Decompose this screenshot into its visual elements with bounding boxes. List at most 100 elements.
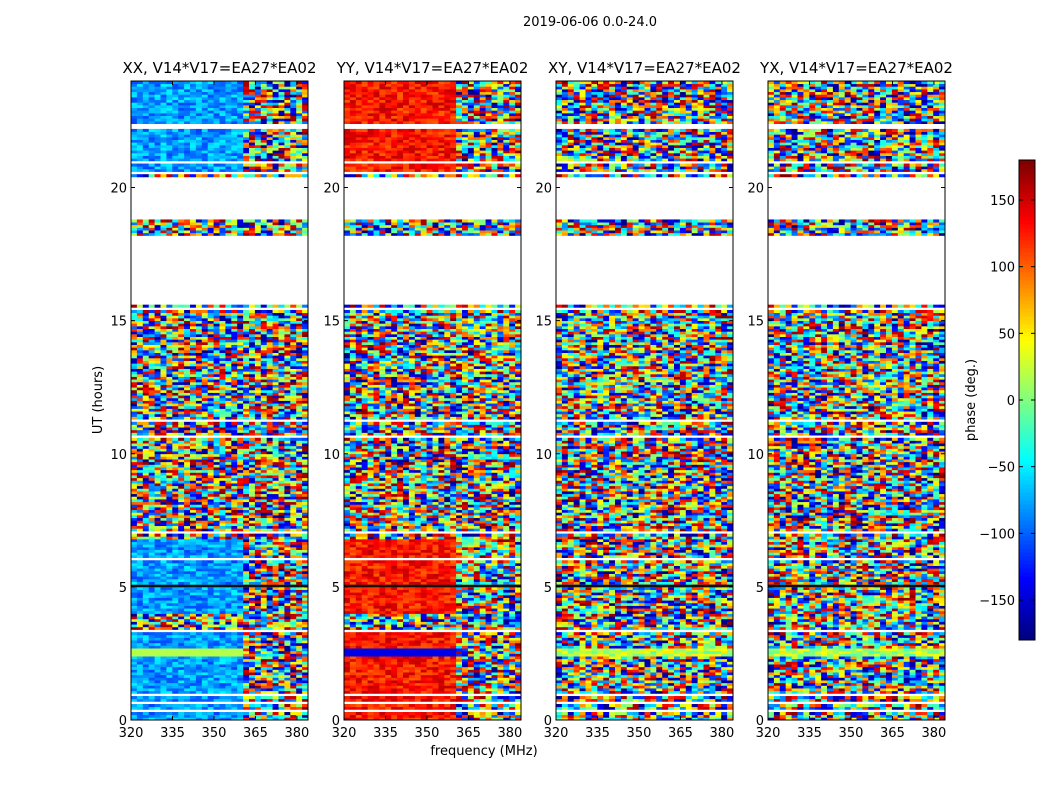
- phase-cell: [237, 666, 244, 670]
- phase-cell: [178, 147, 185, 151]
- phase-cell: [213, 640, 220, 644]
- phase-cell: [237, 405, 244, 409]
- phase-cell: [219, 637, 226, 641]
- phase-cell: [231, 397, 238, 401]
- phase-cell: [190, 621, 197, 625]
- phase-cell: [219, 360, 226, 364]
- phase-cell: [172, 150, 179, 154]
- phase-cell: [290, 400, 297, 404]
- phase-cell: [148, 389, 155, 393]
- phase-cell: [201, 341, 209, 345]
- phase-cell: [166, 648, 173, 652]
- phase-cell: [296, 155, 303, 159]
- phase-cell: [278, 309, 285, 314]
- phase-cell: [243, 640, 250, 644]
- phase-cell: [184, 349, 191, 353]
- phase-cell: [237, 139, 244, 143]
- phase-cell: [290, 467, 297, 471]
- phase-cell: [249, 155, 256, 159]
- phase-cell: [284, 395, 291, 399]
- phase-cell: [266, 304, 273, 308]
- phase-cell: [136, 317, 144, 322]
- phase-cell: [201, 304, 209, 308]
- phase-cell: [284, 560, 291, 564]
- phase-cell: [249, 416, 256, 420]
- phase-cell: [184, 344, 191, 348]
- phase-cell: [254, 413, 262, 417]
- phase-cell: [284, 448, 291, 452]
- phase-cell: [237, 456, 244, 460]
- phase-cell: [148, 304, 155, 308]
- phase-cell: [249, 331, 256, 335]
- phase-cell: [237, 608, 244, 612]
- phase-cell: [142, 712, 150, 716]
- phase-cell: [184, 525, 191, 529]
- phase-cell: [184, 365, 191, 369]
- phase-cell: [284, 712, 291, 716]
- phase-cell: [190, 685, 197, 689]
- phase-cell: [290, 581, 297, 585]
- phase-cell: [284, 459, 291, 463]
- phase-cell: [272, 403, 279, 407]
- phase-cell: [231, 656, 238, 660]
- phase-cell: [148, 562, 155, 566]
- phase-cell: [142, 525, 150, 529]
- phase-cell: [237, 672, 244, 676]
- phase-cell: [302, 312, 309, 316]
- phase-cell: [201, 570, 209, 574]
- phase-cell: [290, 690, 297, 694]
- phase-cell: [166, 456, 173, 460]
- phase-cell: [195, 469, 203, 473]
- phase-cell: [148, 717, 155, 721]
- phase-cell: [290, 661, 297, 665]
- phase-cell: [260, 578, 268, 582]
- phase-cell: [290, 640, 297, 644]
- phase-cell: [154, 467, 161, 471]
- phase-cell: [178, 331, 185, 335]
- phase-cell: [160, 339, 167, 343]
- phase-cell: [249, 222, 256, 226]
- phase-cell: [243, 712, 250, 716]
- phase-cell: [178, 541, 185, 545]
- phase-cell: [260, 517, 268, 521]
- phase-cell: [278, 637, 285, 641]
- phase-cell: [243, 355, 250, 359]
- phase-cell: [166, 469, 173, 473]
- phase-cell: [254, 400, 262, 404]
- phase-cell: [136, 315, 144, 319]
- phase-cell: [284, 616, 291, 620]
- phase-cell: [243, 488, 250, 492]
- phase-cell: [278, 616, 285, 620]
- phase-cell: [148, 528, 155, 532]
- phase-cell: [131, 408, 138, 412]
- phase-cell: [284, 376, 291, 380]
- phase-cell: [184, 456, 191, 460]
- phase-cell: [225, 504, 232, 508]
- phase-cell: [296, 480, 303, 484]
- phase-cell: [131, 464, 138, 468]
- phase-cell: [154, 514, 161, 519]
- phase-cell: [213, 413, 220, 417]
- phase-cell: [284, 381, 291, 385]
- phase-cell: [243, 344, 250, 348]
- phase-cell: [296, 653, 303, 657]
- phase-cell: [148, 618, 155, 622]
- phase-cell: [172, 147, 179, 151]
- phase-cell: [195, 134, 203, 138]
- phase-cell: [131, 618, 138, 622]
- phase-cell: [195, 139, 203, 143]
- phase-cell: [154, 331, 161, 335]
- phase-cell: [249, 139, 256, 143]
- phase-cell: [254, 158, 262, 162]
- phase-cell: [243, 528, 250, 532]
- phase-cell: [260, 507, 268, 511]
- phase-cell: [154, 496, 161, 500]
- phase-cell: [302, 379, 309, 383]
- phase-cell: [225, 493, 232, 497]
- phase-cell: [278, 453, 285, 457]
- phase-cell: [190, 395, 197, 399]
- phase-cell: [219, 522, 226, 527]
- phase-cell: [148, 480, 155, 484]
- phase-cell: [219, 456, 226, 460]
- phase-cell: [260, 317, 268, 322]
